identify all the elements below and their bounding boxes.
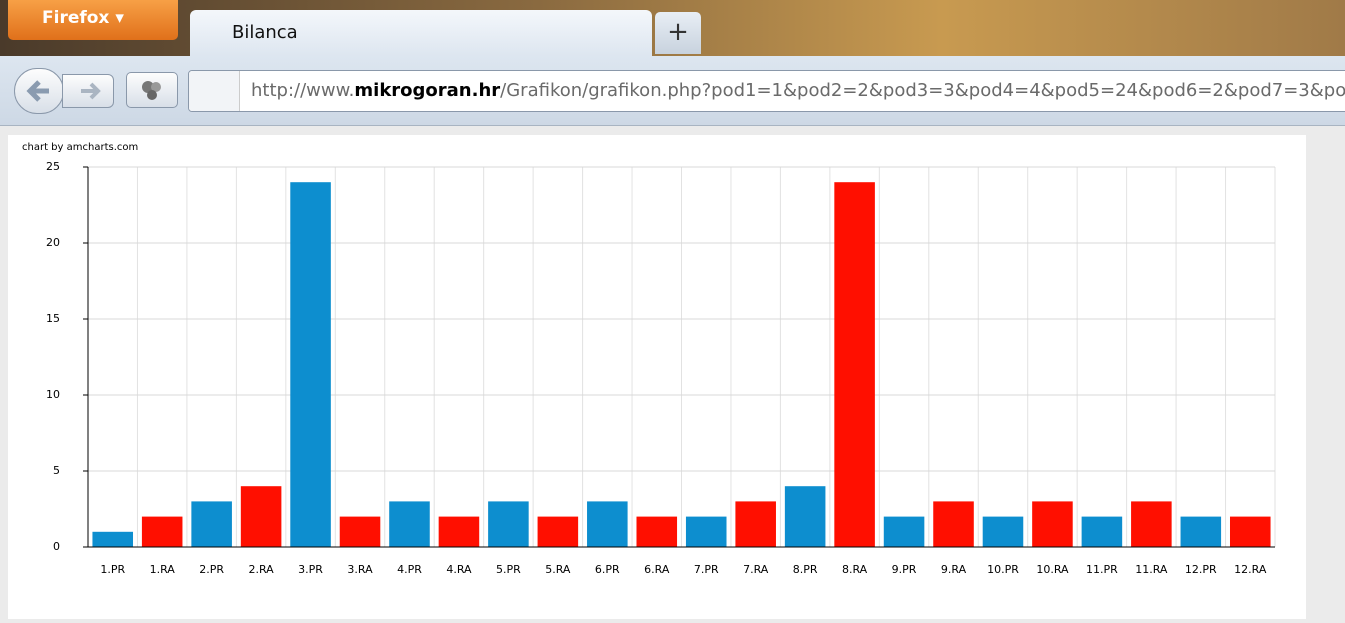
- url-path: /Grafikon/grafikon.php?pod1=1&pod2=2&pod…: [500, 80, 1345, 101]
- x-tick-label: 9.RA: [941, 563, 967, 576]
- bar: [538, 517, 579, 547]
- y-tick-label: 20: [46, 236, 60, 249]
- tab-title: Bilanca: [232, 22, 298, 43]
- bar: [933, 501, 974, 547]
- bar: [241, 486, 282, 547]
- bar: [983, 517, 1024, 547]
- x-tick-label: 10.PR: [987, 563, 1019, 576]
- x-tick-label: 9.PR: [892, 563, 917, 576]
- x-tick-label: 1.PR: [100, 563, 125, 576]
- x-tick-label: 6.RA: [644, 563, 670, 576]
- bar: [735, 501, 776, 547]
- forward-button[interactable]: [62, 74, 114, 108]
- menu-label: Firefox: [42, 8, 109, 28]
- x-tick-label: 4.PR: [397, 563, 422, 576]
- x-tick-label: 2.PR: [199, 563, 224, 576]
- bar: [1082, 517, 1123, 547]
- back-button[interactable]: [14, 68, 64, 114]
- x-tick-label: 7.RA: [743, 563, 769, 576]
- x-tick-label: 11.RA: [1135, 563, 1168, 576]
- page-content: chart by amcharts.com 0 5 10 15 20 25 1.PR 1.RA…: [8, 135, 1306, 619]
- x-tick-label: 12.PR: [1185, 563, 1217, 576]
- x-tick-label: 8.PR: [793, 563, 818, 576]
- bar: [884, 517, 925, 547]
- bar: [834, 182, 875, 547]
- url-domain: mikrogoran.hr: [354, 80, 500, 101]
- page: Firefox ▾ Bilanca + http://www.mikrogora…: [0, 0, 1345, 619]
- x-tick-label: 10.RA: [1036, 563, 1069, 576]
- bar: [686, 517, 727, 547]
- chart: chart by amcharts.com 0 5 10 15 20 25 1.PR 1.RA…: [8, 135, 1306, 619]
- y-tick-label: 15: [46, 312, 60, 325]
- x-tick-label: 8.RA: [842, 563, 868, 576]
- chart-credit[interactable]: chart by amcharts.com: [22, 142, 138, 153]
- x-tick-label: 5.RA: [545, 563, 571, 576]
- bar: [1032, 501, 1073, 547]
- y-tick-label: 25: [46, 160, 60, 173]
- addon-icon: [127, 73, 177, 107]
- bar: [142, 517, 183, 547]
- bar: [587, 501, 628, 547]
- url-text: http://www.mikrogoran.hr/Grafikon/grafik…: [251, 71, 1345, 111]
- x-tick-label: 3.PR: [298, 563, 323, 576]
- new-tab-button[interactable]: +: [655, 12, 701, 54]
- forward-icon: [63, 75, 113, 107]
- x-tick-label: 2.RA: [248, 563, 274, 576]
- addon-button[interactable]: [126, 72, 178, 108]
- bar: [340, 517, 381, 547]
- bar: [636, 517, 677, 547]
- x-tick-label: 3.RA: [347, 563, 373, 576]
- bar: [389, 501, 430, 547]
- bar: [191, 501, 232, 547]
- bar: [1131, 501, 1172, 547]
- y-tick-label: 0: [53, 540, 60, 553]
- x-tick-label: 6.PR: [595, 563, 620, 576]
- bar: [290, 182, 331, 547]
- x-tick-label: 1.RA: [150, 563, 176, 576]
- bar: [439, 517, 480, 547]
- url-prefix: http://www.: [251, 80, 354, 101]
- bar: [1181, 517, 1222, 547]
- firefox-menu-button[interactable]: Firefox ▾: [8, 0, 178, 40]
- site-identity[interactable]: [189, 71, 240, 111]
- bar: [488, 501, 529, 547]
- bar: [1230, 517, 1271, 547]
- url-bar[interactable]: http://www.mikrogoran.hr/Grafikon/grafik…: [188, 70, 1345, 112]
- x-tick-label: 5.PR: [496, 563, 521, 576]
- y-tick-label: 10: [46, 388, 60, 401]
- x-tick-label: 11.PR: [1086, 563, 1118, 576]
- back-icon: [15, 69, 63, 113]
- x-tick-label: 12.RA: [1234, 563, 1267, 576]
- x-tick-label: 7.PR: [694, 563, 719, 576]
- bar: [785, 486, 826, 547]
- x-tick-label: 4.RA: [446, 563, 472, 576]
- y-tick-label: 5: [53, 464, 60, 477]
- bar: [92, 532, 133, 547]
- tab[interactable]: Bilanca: [190, 10, 652, 56]
